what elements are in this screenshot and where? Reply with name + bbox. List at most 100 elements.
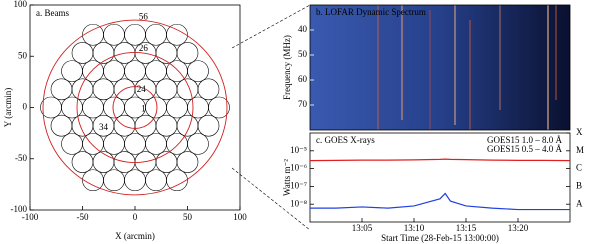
y-tick-label: 10⁻⁷ bbox=[290, 180, 307, 190]
y-tick-label: 60 bbox=[298, 74, 308, 84]
beam-label: 24 bbox=[137, 84, 147, 94]
beam bbox=[82, 96, 104, 119]
plot-frame bbox=[309, 132, 571, 223]
beam bbox=[187, 60, 209, 82]
beam bbox=[82, 169, 104, 192]
beam bbox=[155, 151, 178, 173]
y-tick-label: -50 bbox=[15, 153, 27, 163]
legend-entry: GOES15 0.5 – 4.0 Å bbox=[487, 144, 563, 154]
beam bbox=[145, 169, 167, 192]
beam bbox=[208, 96, 230, 119]
spectrum-image bbox=[310, 5, 570, 130]
beam bbox=[187, 133, 209, 155]
beam bbox=[71, 114, 94, 137]
beam bbox=[166, 23, 188, 46]
series-line bbox=[310, 192, 570, 211]
legend-entry: GOES15 1.0 – 8.0 Å bbox=[487, 135, 563, 145]
beam bbox=[92, 42, 115, 64]
x-axis-label: Start Time (28-Feb-15 13:00:00) bbox=[381, 233, 499, 243]
x-tick-label: 100 bbox=[233, 212, 247, 222]
y-tick-label: 50 bbox=[298, 49, 308, 59]
beam bbox=[176, 42, 199, 64]
class-label: C bbox=[576, 163, 582, 173]
y-tick-label: 50 bbox=[18, 50, 28, 60]
beam bbox=[71, 78, 94, 101]
beam bbox=[50, 114, 73, 137]
plot-frame bbox=[309, 4, 571, 131]
beam bbox=[103, 23, 125, 46]
y-axis-label: Watts m⁻² bbox=[282, 159, 292, 196]
panel-title: b. LOFAR Dynamic Spectrum bbox=[316, 7, 426, 17]
beam bbox=[145, 60, 167, 82]
beam bbox=[61, 133, 83, 155]
beam bbox=[155, 78, 178, 101]
beam-label: 34 bbox=[99, 122, 109, 132]
beam bbox=[176, 151, 199, 173]
series-line bbox=[309, 158, 571, 162]
x-tick-label: 50 bbox=[183, 212, 193, 222]
zoom-lines bbox=[231, 4, 311, 231]
x-tick-label: 13:10 bbox=[404, 223, 425, 233]
beam bbox=[71, 151, 94, 173]
beam bbox=[145, 133, 167, 155]
beam-grid bbox=[40, 19, 230, 196]
x-tick-label: 13:15 bbox=[456, 223, 477, 233]
beam bbox=[124, 23, 146, 46]
y-tick-label: 10⁻⁵ bbox=[290, 145, 307, 155]
panel-title: c. GOES X-rays bbox=[316, 135, 375, 145]
y-tick-label: 70 bbox=[298, 99, 308, 109]
beam-label: 1 bbox=[141, 104, 146, 114]
beam bbox=[50, 78, 73, 101]
class-label: A bbox=[576, 198, 583, 208]
beam-ring bbox=[42, 19, 228, 196]
beam bbox=[82, 23, 104, 46]
y-axis-label: Frequency (MHz) bbox=[282, 35, 292, 100]
x-axis-label: X (arcmin) bbox=[115, 231, 155, 241]
x-tick-label: -50 bbox=[77, 212, 89, 222]
beam bbox=[176, 114, 199, 137]
y-tick-label: 10⁻⁸ bbox=[290, 198, 307, 208]
y-tick-label: 40 bbox=[298, 24, 308, 34]
beam bbox=[155, 114, 178, 137]
x-tick-label: 13:05 bbox=[352, 223, 373, 233]
beam bbox=[124, 133, 146, 155]
y-tick-label: 10⁻⁶ bbox=[290, 163, 307, 173]
class-label: B bbox=[576, 180, 582, 190]
x-tick-label: -100 bbox=[22, 212, 39, 222]
beam-ring bbox=[112, 86, 158, 129]
beam bbox=[145, 23, 167, 46]
y-axis-label: Y (arcmin) bbox=[3, 88, 13, 127]
beam bbox=[103, 60, 125, 82]
beam bbox=[103, 133, 125, 155]
beam bbox=[155, 42, 178, 64]
beam bbox=[61, 96, 83, 119]
beam bbox=[176, 78, 199, 101]
beam bbox=[124, 169, 146, 192]
beam bbox=[71, 42, 94, 64]
beam bbox=[187, 96, 209, 119]
beam bbox=[197, 114, 220, 137]
beam bbox=[103, 169, 125, 192]
x-tick-label: 0 bbox=[133, 212, 138, 222]
class-label: X bbox=[576, 127, 583, 137]
beam bbox=[166, 169, 188, 192]
beam bbox=[166, 96, 188, 119]
beam bbox=[92, 78, 115, 101]
beam bbox=[197, 78, 220, 101]
y-tick-label: 100 bbox=[14, 0, 28, 9]
y-tick-label: -100 bbox=[11, 204, 28, 214]
beam-label: 56 bbox=[139, 11, 149, 21]
beam bbox=[124, 60, 146, 82]
y-tick-label: 0 bbox=[23, 102, 28, 112]
beam bbox=[61, 60, 83, 82]
spectrum-streaks bbox=[377, 5, 557, 130]
panel-title: a. Beams bbox=[36, 8, 69, 18]
class-label: M bbox=[576, 145, 584, 155]
x-tick-label: 13:20 bbox=[508, 223, 529, 233]
beam bbox=[92, 151, 115, 173]
beam-label: 26 bbox=[139, 43, 149, 53]
zoom-line bbox=[231, 167, 311, 231]
beam-ring bbox=[76, 51, 194, 164]
